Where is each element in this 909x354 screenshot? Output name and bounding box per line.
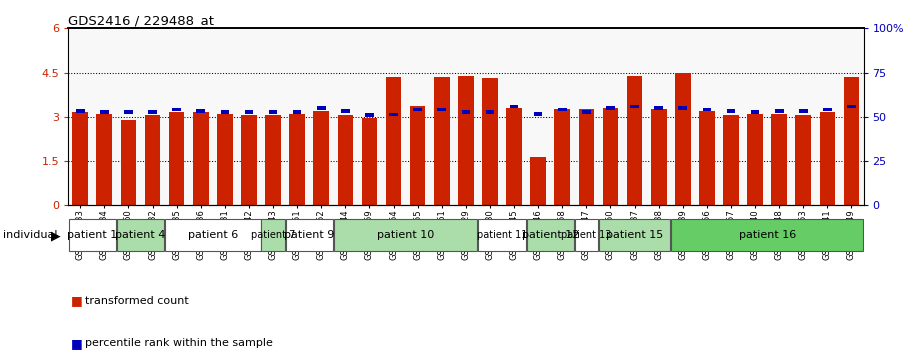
Bar [362, 118, 377, 205]
Bar [245, 110, 254, 114]
Bar [485, 110, 494, 114]
Bar [578, 109, 594, 205]
Bar [774, 109, 784, 113]
FancyBboxPatch shape [285, 219, 333, 251]
Bar [365, 113, 374, 117]
FancyBboxPatch shape [69, 219, 115, 251]
Bar [820, 113, 835, 205]
Bar [651, 109, 666, 205]
Bar [751, 110, 759, 114]
Bar [795, 115, 811, 205]
Text: ■: ■ [71, 337, 83, 350]
Bar [726, 109, 735, 113]
Bar [630, 104, 639, 108]
Bar [703, 108, 711, 112]
FancyBboxPatch shape [574, 219, 598, 251]
Bar [530, 156, 546, 205]
Bar [506, 108, 522, 205]
FancyBboxPatch shape [478, 219, 525, 251]
Bar [76, 109, 85, 113]
Text: GDS2416 / 229488_at: GDS2416 / 229488_at [68, 14, 215, 27]
FancyBboxPatch shape [165, 219, 261, 251]
Bar [337, 115, 354, 205]
Bar [699, 111, 714, 205]
Bar [193, 113, 208, 205]
Bar [317, 106, 325, 110]
Bar [626, 75, 643, 205]
Bar [196, 109, 205, 113]
Text: patient 6: patient 6 [187, 230, 238, 240]
FancyBboxPatch shape [526, 219, 574, 251]
Bar [125, 110, 133, 114]
Text: patient 15: patient 15 [606, 230, 664, 240]
Bar [96, 114, 112, 205]
FancyBboxPatch shape [117, 219, 165, 251]
Bar [148, 110, 157, 114]
Bar [145, 115, 160, 205]
Bar [241, 115, 256, 205]
Bar [724, 115, 739, 205]
Bar [482, 79, 498, 205]
Bar [799, 109, 807, 113]
Bar [554, 109, 570, 205]
Bar [169, 113, 185, 205]
Bar [293, 110, 302, 114]
Text: individual: individual [3, 230, 57, 240]
Bar [289, 114, 305, 205]
Text: patient 1: patient 1 [67, 230, 117, 240]
Text: patient 12: patient 12 [522, 230, 579, 240]
Bar [772, 114, 787, 205]
Bar [558, 108, 566, 112]
Bar [269, 110, 277, 114]
Bar [314, 111, 329, 205]
Text: ▶: ▶ [51, 229, 61, 242]
Bar [385, 77, 402, 205]
FancyBboxPatch shape [671, 219, 863, 251]
Text: patient 10: patient 10 [377, 230, 435, 240]
Text: patient 7: patient 7 [251, 230, 295, 240]
Text: patient 4: patient 4 [115, 230, 165, 240]
Bar [678, 106, 687, 110]
Bar [121, 120, 136, 205]
Bar [603, 108, 618, 205]
Bar [410, 107, 425, 205]
FancyBboxPatch shape [334, 219, 477, 251]
Bar [341, 109, 350, 113]
Bar [437, 108, 446, 112]
Bar [434, 77, 450, 205]
Bar [389, 113, 398, 116]
Text: percentile rank within the sample: percentile rank within the sample [85, 338, 273, 348]
Bar [265, 115, 281, 205]
Bar [675, 73, 691, 205]
Bar [100, 110, 109, 114]
Bar [606, 106, 614, 110]
Bar [414, 108, 422, 112]
Bar [534, 112, 543, 116]
Bar [217, 114, 233, 205]
Bar [221, 110, 229, 114]
Bar [823, 108, 832, 112]
Bar [73, 113, 88, 205]
FancyBboxPatch shape [262, 219, 285, 251]
Bar [510, 104, 518, 108]
Text: patient 16: patient 16 [738, 230, 795, 240]
Bar [747, 114, 763, 205]
Text: patient 13: patient 13 [561, 230, 612, 240]
Text: transformed count: transformed count [85, 296, 188, 306]
Text: patient 11: patient 11 [477, 230, 527, 240]
FancyBboxPatch shape [599, 219, 670, 251]
Bar [654, 106, 663, 110]
Bar [847, 104, 855, 108]
Text: ■: ■ [71, 295, 83, 307]
Text: patient 9: patient 9 [284, 230, 335, 240]
Bar [173, 108, 181, 112]
Bar [582, 110, 591, 114]
Bar [458, 76, 474, 205]
Bar [462, 110, 470, 114]
Bar [844, 77, 859, 205]
